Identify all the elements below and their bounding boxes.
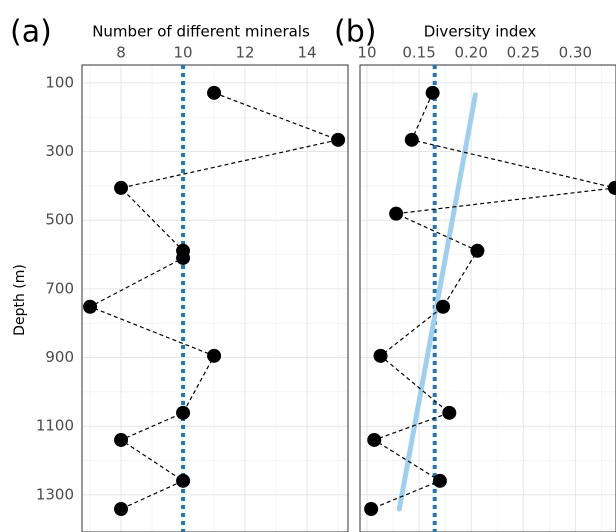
x-tick-label: 14 <box>298 44 317 62</box>
data-point <box>373 348 388 363</box>
axis-title: Diversity index <box>424 23 537 41</box>
axis-title: Number of different minerals <box>92 23 310 41</box>
y-tick-label: 700 <box>45 279 74 297</box>
data-point <box>607 180 616 195</box>
panel-label: (a) <box>10 15 52 50</box>
data-point <box>436 299 451 314</box>
x-tick-label: 12 <box>236 44 255 62</box>
y-tick-label: 1300 <box>36 485 74 503</box>
data-point <box>331 132 346 147</box>
data-point <box>176 473 191 488</box>
y-tick-label: 300 <box>45 142 74 160</box>
y-tick-label: 100 <box>45 73 74 91</box>
data-point <box>442 405 457 420</box>
y-axis-title: Depth (m) <box>12 264 28 336</box>
data-point <box>176 250 191 265</box>
x-tick-label: 0.20 <box>454 44 487 62</box>
panel-background <box>82 65 348 532</box>
connector-line <box>370 92 616 510</box>
data-point <box>425 85 440 100</box>
x-tick-label: 10 <box>357 44 376 62</box>
x-tick-label: 8 <box>116 44 126 62</box>
data-point <box>207 85 222 100</box>
data-point <box>432 473 447 488</box>
x-tick-label: 0.30 <box>559 44 592 62</box>
data-point <box>114 432 129 447</box>
data-point <box>176 405 191 420</box>
x-tick-label: 10 <box>174 44 193 62</box>
data-point <box>389 206 404 221</box>
data-point <box>114 501 129 516</box>
data-point <box>367 432 382 447</box>
data-point <box>83 299 98 314</box>
data-point <box>470 243 485 258</box>
trend-line <box>396 92 478 512</box>
y-tick-label: 900 <box>45 348 74 366</box>
data-point <box>114 180 129 195</box>
data-point <box>207 348 222 363</box>
panel-label: (b) <box>334 15 376 50</box>
y-tick-label: 1100 <box>36 417 74 435</box>
panel-background <box>360 65 616 532</box>
data-point <box>404 132 419 147</box>
panel-border <box>81 64 349 532</box>
x-tick-label: 0.25 <box>507 44 540 62</box>
x-tick-label: 0.15 <box>402 44 435 62</box>
data-point <box>364 501 379 516</box>
panel-border <box>359 64 616 532</box>
y-tick-label: 500 <box>45 211 74 229</box>
